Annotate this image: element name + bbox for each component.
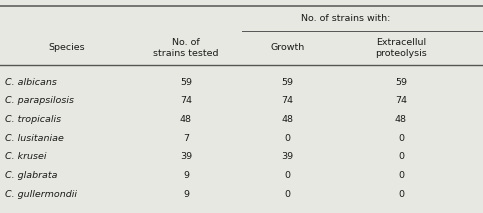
Text: 59: 59 <box>395 78 407 86</box>
Text: C. tropicalis: C. tropicalis <box>5 115 61 124</box>
Text: 48: 48 <box>395 115 407 124</box>
Text: C. glabrata: C. glabrata <box>5 171 57 180</box>
Text: C. parapsilosis: C. parapsilosis <box>5 96 74 105</box>
Text: 7: 7 <box>183 134 189 143</box>
Text: C. krusei: C. krusei <box>5 153 46 161</box>
Text: 0: 0 <box>398 153 404 161</box>
Text: Extracellul
proteolysis: Extracellul proteolysis <box>375 38 427 58</box>
Text: 0: 0 <box>398 134 404 143</box>
Text: C. gullermondii: C. gullermondii <box>5 190 77 199</box>
Text: Species: Species <box>48 43 85 52</box>
Text: 48: 48 <box>180 115 192 124</box>
Text: No. of
strains tested: No. of strains tested <box>153 38 219 58</box>
Text: 0: 0 <box>398 171 404 180</box>
Text: 9: 9 <box>183 171 189 180</box>
Text: 74: 74 <box>395 96 407 105</box>
Text: 59: 59 <box>180 78 192 86</box>
Text: 39: 39 <box>180 153 192 161</box>
Text: 74: 74 <box>282 96 293 105</box>
Text: 9: 9 <box>183 190 189 199</box>
Text: 74: 74 <box>180 96 192 105</box>
Text: 59: 59 <box>282 78 293 86</box>
Text: No. of strains with:: No. of strains with: <box>300 14 390 23</box>
Text: 0: 0 <box>284 171 290 180</box>
Text: 48: 48 <box>282 115 293 124</box>
Text: 0: 0 <box>284 190 290 199</box>
Text: Growth: Growth <box>270 43 304 52</box>
Text: C. lusitaniae: C. lusitaniae <box>5 134 64 143</box>
Text: 39: 39 <box>281 153 294 161</box>
Text: 0: 0 <box>398 190 404 199</box>
Text: C. albicans: C. albicans <box>5 78 57 86</box>
Text: 0: 0 <box>284 134 290 143</box>
